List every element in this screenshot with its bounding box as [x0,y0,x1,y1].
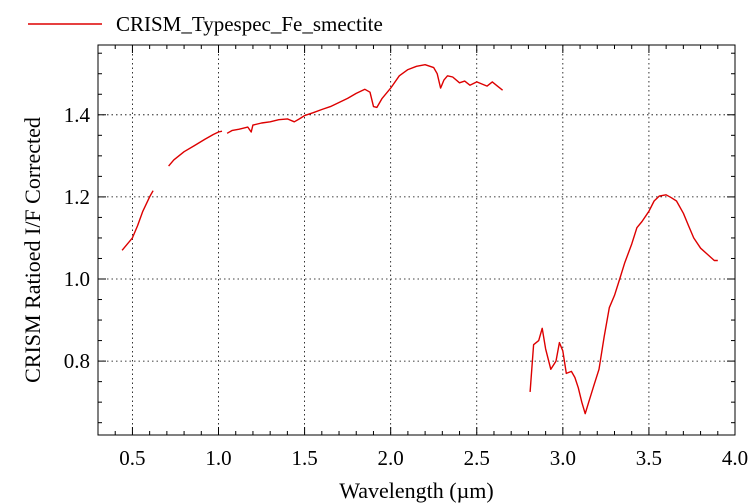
series-line-segment [529,194,718,415]
y-tick-label: 0.8 [64,349,90,373]
x-tick-label: 4.0 [722,446,748,470]
x-tick-label: 2.0 [378,446,404,470]
x-tick-labels: 0.5 1.0 1.5 2.0 2.5 3.0 3.5 4.0 [119,446,748,470]
series-layer [121,63,718,415]
y-tick-label: 1.2 [64,185,90,209]
x-tick-label: 2.5 [464,446,490,470]
y-tick-label: 1.0 [64,267,90,291]
series-line-segment [226,63,504,134]
x-tick-label: 1.5 [291,446,317,470]
x-tick-label: 3.5 [636,446,662,470]
x-tick-label: 0.5 [119,446,145,470]
y-tick-label: 1.4 [64,103,91,127]
series-line-segment [121,190,154,251]
legend: CRISM_Typespec_Fe_smectite [28,12,383,36]
legend-label: CRISM_Typespec_Fe_smectite [116,12,383,36]
tick-marks [97,45,736,435]
grid-lines [98,45,735,435]
x-tick-label: 1.0 [205,446,231,470]
y-axis-title: CRISM Ratioed I/F Corrected [20,117,45,383]
x-tick-label: 3.0 [550,446,576,470]
x-axis-title: Wavelength (µm) [339,478,493,503]
series-line-segment [168,130,223,167]
plot-frame [97,44,736,436]
y-tick-labels: 0.8 1.0 1.2 1.4 [64,103,91,373]
